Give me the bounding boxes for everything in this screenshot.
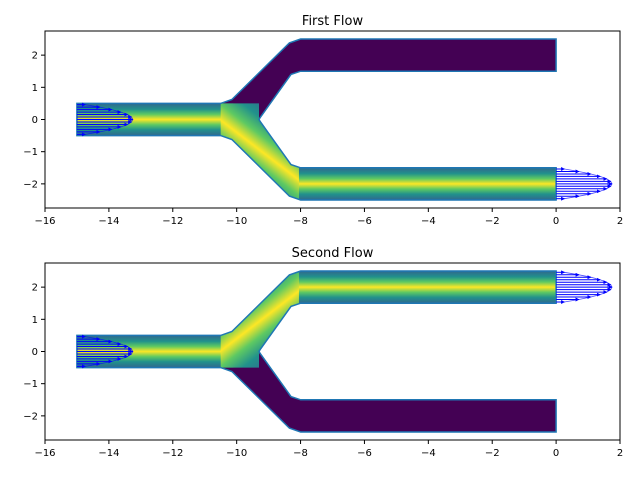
outlet-velocity-profile (556, 167, 613, 201)
y-tick-label: −2 (23, 179, 38, 190)
channel-outline (76, 270, 557, 433)
y-tick-label: 2 (32, 283, 38, 294)
inlet-velocity-profile (76, 102, 134, 137)
x-tick-label: −6 (357, 216, 372, 227)
x-tick-label: −6 (357, 448, 372, 459)
x-tick-label: −16 (34, 216, 55, 227)
x-tick-label: −2 (485, 448, 500, 459)
channel-outline (76, 38, 557, 201)
x-tick-label: −16 (34, 448, 55, 459)
x-tick-label: −10 (226, 448, 247, 459)
chart-title: Second Flow (292, 246, 374, 261)
y-tick-label: 0 (32, 347, 38, 358)
inactive-branch (76, 39, 557, 120)
x-tick-label: −4 (421, 216, 436, 227)
velocity-envelope (85, 336, 134, 367)
branch-flow (220, 271, 314, 368)
x-tick-label: −14 (98, 448, 119, 459)
velocity-envelope (85, 104, 134, 135)
inactive-branch (76, 351, 557, 432)
x-tick-label: −8 (293, 448, 308, 459)
y-tick-label: −2 (23, 411, 38, 422)
y-tick-label: −1 (23, 147, 38, 158)
x-tick-label: −14 (98, 216, 119, 227)
x-tick-label: −10 (226, 216, 247, 227)
x-tick-label: 0 (553, 448, 559, 459)
inlet-velocity-profile (76, 334, 134, 369)
x-tick-label: −12 (162, 448, 183, 459)
x-tick-label: 0 (553, 216, 559, 227)
x-tick-label: −2 (485, 216, 500, 227)
velocity-envelope (564, 271, 613, 303)
y-tick-label: 0 (32, 115, 38, 126)
x-tick-label: −4 (421, 448, 436, 459)
outlet-velocity-profile (556, 270, 613, 304)
y-tick-label: 1 (32, 83, 38, 94)
x-tick-label: 2 (617, 448, 623, 459)
x-tick-label: −8 (293, 216, 308, 227)
chart-title: First Flow (302, 14, 364, 29)
velocity-envelope (564, 168, 613, 200)
y-tick-label: 1 (32, 315, 38, 326)
outlet-flow (298, 167, 557, 200)
outlet-flow (298, 271, 557, 304)
y-tick-label: 2 (32, 51, 38, 62)
y-tick-label: −1 (23, 379, 38, 390)
x-tick-label: −12 (162, 216, 183, 227)
branch-flow (220, 103, 314, 200)
x-tick-label: 2 (617, 216, 623, 227)
